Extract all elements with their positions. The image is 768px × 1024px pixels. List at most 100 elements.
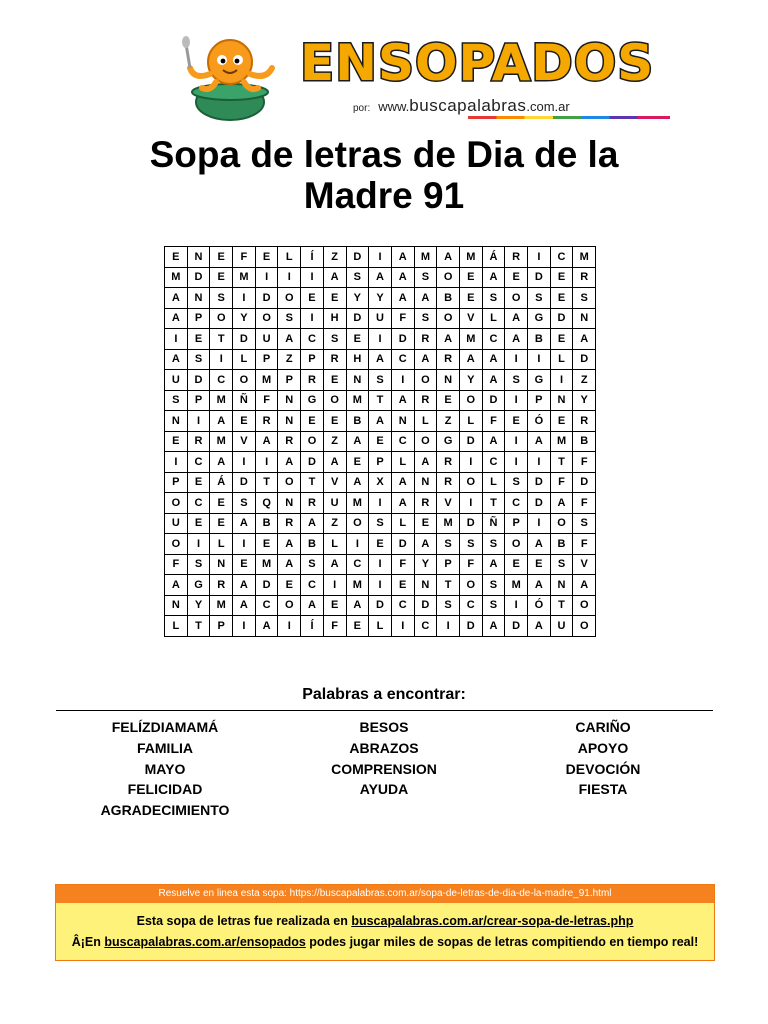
grid-cell: N <box>345 369 370 391</box>
ensopados-link[interactable]: buscapalabras.com.ar/ensopados <box>104 935 306 949</box>
grid-cell: A <box>277 328 302 350</box>
grid-cell: D <box>345 246 370 268</box>
grid-cell: C <box>345 553 370 575</box>
grid-cell: E <box>209 492 234 514</box>
grid-cell: S <box>481 574 506 596</box>
grid-cell: A <box>254 430 279 452</box>
grid-cell: I <box>368 492 392 514</box>
grid-cell: E <box>322 410 347 432</box>
grid-cell: I <box>390 615 415 637</box>
word-column-1: FELÍZDIAMAMÁ FAMILIA MAYO FELICIDAD AGRADECI… <box>65 717 265 821</box>
grid-cell: A <box>254 615 279 637</box>
grid-cell: E <box>504 410 528 432</box>
grid-cell: Ó <box>527 410 551 432</box>
grid-cell: A <box>277 533 302 555</box>
grid-cell: D <box>481 389 506 411</box>
grid-cell: I <box>504 348 528 370</box>
grid-cell: E <box>277 574 302 596</box>
grid-cell: E <box>164 246 188 268</box>
grid-cell: D <box>458 430 483 452</box>
grid-cell: S <box>232 492 256 514</box>
grid-cell: L <box>481 307 506 329</box>
grid-cell: H <box>322 307 347 329</box>
grid-cell: M <box>254 369 279 391</box>
grid-cell: T <box>481 492 506 514</box>
grid-cell: U <box>254 328 279 350</box>
grid-cell: A <box>390 246 415 268</box>
grid-cell: D <box>504 615 528 637</box>
grid-cell: U <box>164 512 188 534</box>
word-item: DEVOCIÓN <box>565 760 641 777</box>
grid-cell: R <box>413 492 438 514</box>
grid-cell: I <box>549 369 574 391</box>
grid-cell: I <box>164 451 188 473</box>
grid-cell: P <box>209 615 234 637</box>
grid-cell: R <box>413 389 438 411</box>
grid-cell: L <box>368 615 392 637</box>
create-puzzle-link[interactable]: buscapalabras.com.ar/crear-sopa-de-letra… <box>351 914 634 928</box>
grid-cell: M <box>254 553 279 575</box>
grid-cell: R <box>413 328 438 350</box>
grid-cell: E <box>322 369 347 391</box>
grid-cell: A <box>164 287 188 309</box>
grid-cell: Ñ <box>481 512 506 534</box>
grid-cell: A <box>413 287 438 309</box>
grid-cell: I <box>390 369 415 391</box>
grid-cell: E <box>300 410 324 432</box>
grid-cell: N <box>549 389 574 411</box>
grid-cell: L <box>164 615 188 637</box>
grid-cell: M <box>209 430 234 452</box>
grid-cell: I <box>277 266 302 288</box>
words-heading: Palabras a encontrar: <box>302 686 466 703</box>
grid-cell: A <box>527 574 551 596</box>
word-item: BESOS <box>359 719 409 735</box>
grid-cell: L <box>390 512 415 534</box>
word-column-2: BESOS ABRAZOS COMPRENSION AYUDA <box>284 717 484 800</box>
grid-cell: S <box>345 266 370 288</box>
grid-cell: N <box>277 492 302 514</box>
grid-cell: F <box>458 553 483 575</box>
grid-cell: E <box>368 430 392 452</box>
grid-cell: E <box>345 615 370 637</box>
grid-cell: G <box>527 369 551 391</box>
grid-cell: Á <box>209 471 234 493</box>
grid-cell: G <box>300 389 324 411</box>
grid-cell: N <box>390 410 415 432</box>
word-item: COMPRENSION <box>331 760 437 777</box>
grid-cell: A <box>572 328 597 350</box>
grid-cell: O <box>436 307 460 329</box>
grid-cell: I <box>232 615 256 637</box>
grid-cell: I <box>368 246 392 268</box>
word-item: FIESTA <box>578 781 628 798</box>
grid-cell: V <box>232 430 256 452</box>
grid-cell: S <box>549 553 574 575</box>
byline: por: www.buscapalabras.com.ar <box>353 96 570 116</box>
grid-cell: T <box>186 615 211 637</box>
grid-cell: E <box>186 328 211 350</box>
word-item: APOYO <box>577 739 629 756</box>
grid-cell: A <box>413 533 438 555</box>
grid-cell: I <box>504 430 528 452</box>
grid-cell: A <box>481 266 506 288</box>
grid-cell: S <box>277 307 302 329</box>
grid-cell: F <box>390 553 415 575</box>
word-item: FELICIDAD <box>127 781 203 798</box>
grid-cell: P <box>368 451 392 473</box>
grid-cell: P <box>277 369 302 391</box>
grid-cell: D <box>254 574 279 596</box>
grid-cell: I <box>322 574 347 596</box>
online-solve-link[interactable]: Resuelve en linea esta sopa: https://bus… <box>56 885 714 903</box>
grid-cell: C <box>549 246 574 268</box>
grid-cell: R <box>277 430 302 452</box>
grid-cell: I <box>504 594 528 616</box>
grid-cell: E <box>549 287 574 309</box>
grid-cell: C <box>300 574 324 596</box>
grid-cell: D <box>572 471 597 493</box>
grid-cell: A <box>345 430 370 452</box>
grid-cell: E <box>549 266 574 288</box>
grid-cell: A <box>322 266 347 288</box>
